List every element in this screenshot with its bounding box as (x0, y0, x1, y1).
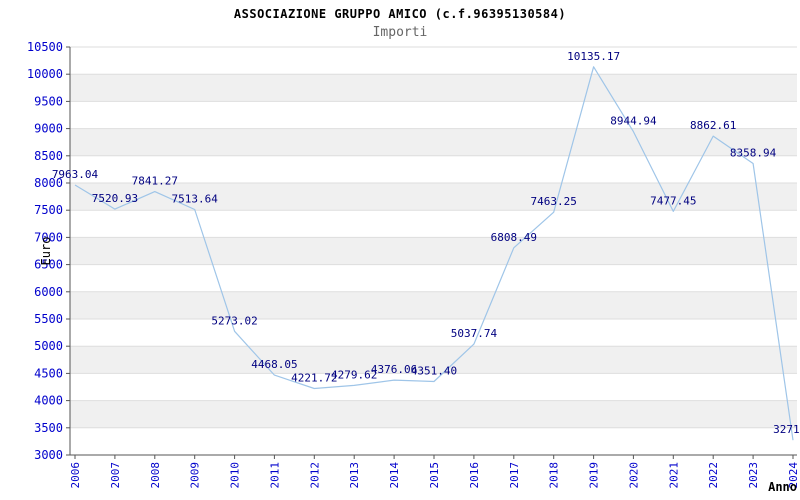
x-tick-label: 2018 (548, 462, 561, 489)
y-tick-label: 5000 (34, 339, 63, 353)
y-tick-label: 6000 (34, 285, 63, 299)
value-label: 5037.74 (451, 327, 498, 340)
x-tick-label: 2013 (348, 462, 361, 489)
plot-band (70, 128, 797, 156)
value-label: 7477.45 (650, 194, 696, 207)
x-tick-label: 2023 (747, 462, 760, 489)
x-axis-title: Anno (768, 480, 797, 494)
y-tick-label: 3000 (34, 448, 63, 462)
value-label: 4279.62 (331, 368, 377, 381)
value-label: 7520.93 (92, 192, 138, 205)
y-tick-label: 10000 (27, 67, 63, 81)
y-axis-title: Euro (39, 237, 53, 266)
value-label: 8358.94 (730, 147, 777, 160)
value-label: 7841.27 (132, 175, 178, 188)
value-label: 4351.40 (411, 365, 457, 378)
x-tick-label: 2020 (627, 462, 640, 489)
value-label: 4376.06 (371, 363, 417, 376)
x-tick-label: 2014 (388, 462, 401, 489)
y-tick-label: 6500 (34, 258, 63, 272)
x-tick-label: 2017 (508, 462, 521, 489)
y-tick-label: 4500 (34, 366, 63, 380)
x-tick-label: 2024 (787, 462, 800, 489)
y-tick-label: 8000 (34, 176, 63, 190)
x-tick-label: 2012 (308, 462, 321, 489)
y-tick-label: 9500 (34, 94, 63, 108)
x-tick-label: 2011 (268, 462, 281, 489)
value-label: 7963.04 (52, 168, 99, 181)
value-label: 4221.72 (291, 372, 337, 385)
plot-band (70, 74, 797, 102)
value-label: 7463.25 (531, 195, 577, 208)
x-tick-label: 2007 (109, 462, 122, 489)
data-line (74, 66, 794, 441)
value-label: 6808.49 (491, 231, 537, 244)
x-tick-label: 2016 (468, 462, 481, 489)
plot-band (70, 346, 797, 374)
value-label: 4468.05 (251, 358, 297, 371)
x-tick-label: 2008 (149, 462, 162, 489)
chart-subtitle: Importi (372, 25, 428, 40)
y-tick-label: 8500 (34, 149, 63, 163)
plot-band (70, 400, 797, 428)
x-tick-label: 2015 (428, 462, 441, 489)
y-tick-label: 10500 (27, 40, 63, 54)
y-tick-label: 4000 (34, 394, 63, 408)
value-label: 5273.02 (211, 314, 257, 327)
x-tick-label: 2021 (667, 462, 680, 489)
y-tick-label: 9000 (34, 122, 63, 136)
y-tick-label: 3500 (34, 421, 63, 435)
plot-band (70, 237, 797, 265)
x-tick-label: 2022 (707, 462, 720, 489)
value-label: 7513.64 (172, 193, 219, 206)
x-tick-label: 2019 (588, 462, 601, 489)
plot-band (70, 291, 797, 319)
x-tick-label: 2010 (229, 462, 242, 489)
x-tick-label: 2006 (69, 462, 82, 489)
y-tick-label: 7000 (34, 230, 63, 244)
value-label: 8862.61 (690, 119, 736, 132)
value-label: 10135.17 (567, 50, 620, 63)
chart-title: ASSOCIAZIONE GRUPPO AMICO (c.f.963951305… (233, 7, 567, 21)
y-tick-label: 5500 (34, 312, 63, 326)
value-label: 8944.94 (610, 115, 657, 128)
value-label: 3271.4 (773, 423, 800, 436)
x-tick-label: 2009 (189, 462, 202, 489)
y-tick-label: 7500 (34, 203, 63, 217)
